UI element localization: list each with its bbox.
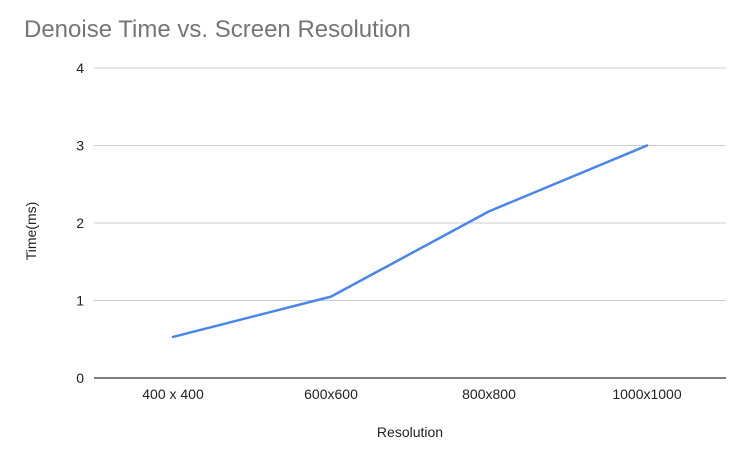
x-tick-label: 400 x 400 bbox=[142, 386, 204, 402]
x-axis-title: Resolution bbox=[377, 424, 443, 440]
x-tick-label: 600x600 bbox=[304, 386, 358, 402]
y-tick-label: 2 bbox=[76, 215, 84, 231]
series-layer bbox=[171, 144, 649, 339]
x-tick-label: 1000x1000 bbox=[612, 386, 682, 402]
y-tick-labels: 0 1 2 3 4 bbox=[76, 60, 84, 386]
y-tick-label: 3 bbox=[76, 138, 84, 154]
y-tick-label: 1 bbox=[76, 293, 84, 309]
gridlines bbox=[94, 67, 726, 379]
y-tick-label: 4 bbox=[76, 60, 84, 76]
y-tick-label: 0 bbox=[76, 370, 84, 386]
y-axis-title: Time(ms) bbox=[23, 202, 39, 261]
x-tick-labels: 400 x 400 600x600 800x800 1000x1000 bbox=[142, 386, 682, 402]
chart-title: Denoise Time vs. Screen Resolution bbox=[24, 16, 411, 43]
x-tick-label: 800x800 bbox=[462, 386, 516, 402]
series-line bbox=[171, 144, 649, 339]
